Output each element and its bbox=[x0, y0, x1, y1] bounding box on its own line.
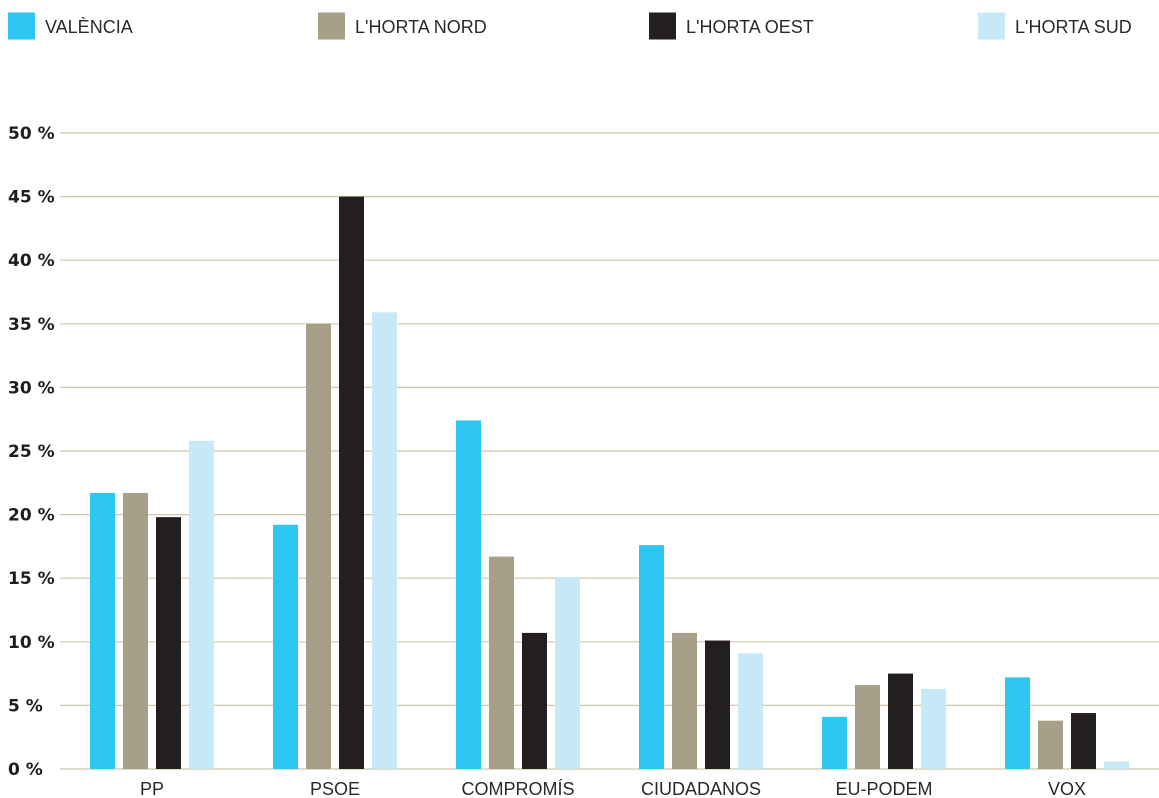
bar bbox=[855, 685, 880, 769]
bar bbox=[705, 640, 730, 769]
legend-label: VALÈNCIA bbox=[45, 17, 133, 37]
bar bbox=[123, 492, 148, 769]
bar bbox=[1071, 713, 1096, 769]
bar bbox=[306, 323, 331, 769]
legend-item: L'HORTA SUD bbox=[978, 12, 1132, 40]
legend: VALÈNCIA L'HORTA NORD L'HORTA OEST L'HORTA … bbox=[8, 12, 1132, 40]
x-tick-label: PP bbox=[140, 779, 164, 798]
bar bbox=[672, 632, 697, 769]
bar bbox=[822, 716, 847, 769]
legend-item: L'HORTA OEST bbox=[649, 12, 814, 40]
bar bbox=[888, 673, 913, 769]
legend-label: L'HORTA SUD bbox=[1015, 17, 1132, 37]
y-tick-label: 10 % bbox=[8, 633, 55, 653]
bar bbox=[456, 420, 481, 769]
y-axis-tick-labels: 0 % 5 % 10 % 15 % 20 % 25 % 30 % 35 % 40 % 45 % 50… bbox=[8, 124, 55, 780]
legend-swatch bbox=[978, 12, 1005, 40]
bar bbox=[90, 492, 115, 769]
y-tick-label: 5 % bbox=[8, 696, 43, 716]
bar bbox=[156, 517, 181, 769]
bar bbox=[273, 524, 298, 769]
bar bbox=[339, 196, 364, 770]
grid-lines bbox=[60, 132, 1159, 770]
bar bbox=[1038, 720, 1063, 769]
y-tick-label: 25 % bbox=[8, 442, 55, 462]
legend-item: VALÈNCIA bbox=[8, 12, 133, 40]
legend-swatch bbox=[649, 12, 676, 40]
x-axis-tick-labels: PP PSOE COMPROMÍS CIUDADANOS EU-PODEM VOX bbox=[140, 779, 1086, 798]
x-tick-label: VOX bbox=[1048, 779, 1086, 798]
bar bbox=[522, 632, 547, 769]
bar bbox=[1005, 677, 1030, 769]
bar bbox=[189, 440, 214, 769]
legend-swatch bbox=[8, 12, 35, 40]
bar bbox=[738, 653, 763, 769]
x-tick-label: COMPROMÍS bbox=[461, 779, 574, 798]
y-tick-label: 45 % bbox=[8, 188, 55, 208]
bar bbox=[639, 545, 664, 769]
bar bbox=[489, 556, 514, 769]
y-tick-label: 50 % bbox=[8, 124, 55, 144]
x-tick-label: PSOE bbox=[310, 779, 360, 798]
y-tick-label: 30 % bbox=[8, 378, 55, 398]
y-tick-label: 35 % bbox=[8, 315, 55, 335]
y-tick-label: 0 % bbox=[8, 760, 43, 780]
bar bbox=[555, 576, 580, 769]
bars bbox=[90, 196, 1129, 770]
y-tick-label: 15 % bbox=[8, 569, 55, 589]
x-tick-label: EU-PODEM bbox=[835, 779, 932, 798]
legend-item: L'HORTA NORD bbox=[318, 12, 487, 40]
legend-label: L'HORTA OEST bbox=[686, 17, 814, 37]
legend-label: L'HORTA NORD bbox=[355, 17, 487, 37]
legend-swatch bbox=[318, 12, 345, 40]
x-tick-label: CIUDADANOS bbox=[641, 779, 761, 798]
y-tick-label: 20 % bbox=[8, 506, 55, 526]
bar bbox=[1104, 761, 1129, 769]
bar bbox=[372, 312, 397, 769]
y-tick-label: 40 % bbox=[8, 251, 55, 271]
bar bbox=[921, 688, 946, 769]
